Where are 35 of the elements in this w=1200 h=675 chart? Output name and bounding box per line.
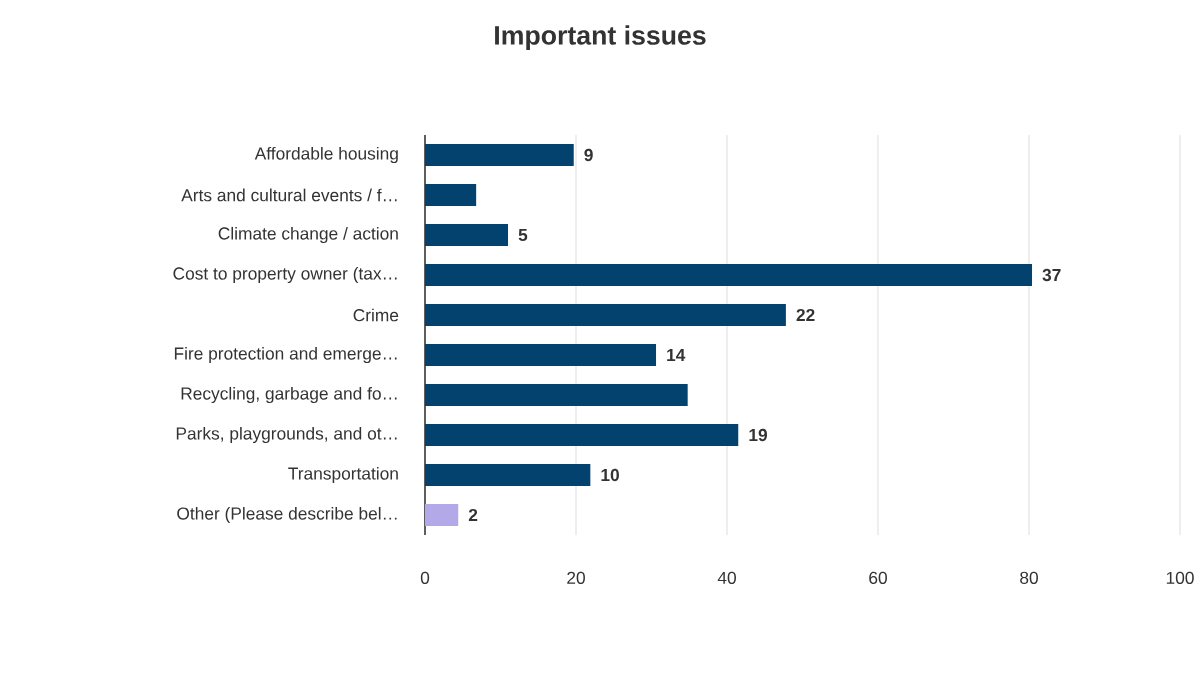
y-tick-label: Crime [353,308,399,322]
x-tick-label: 40 [717,571,736,584]
x-tick-label: 100 [1166,571,1194,584]
y-tick-label: Other (Please describe bel… [177,506,397,524]
y-tick-label: Fire protection and emerge… [174,346,397,364]
annotation: 10 [601,468,619,482]
x-tick-label: 0 [420,571,430,584]
x-tick-label: 80 [1020,571,1038,584]
chart-title: Important issues [495,25,706,51]
y-tick-label: Recycling, garbage and fo… [181,386,397,404]
y-tick-label: Transportation [288,466,398,484]
annotation: 14 [667,349,686,361]
annotation: 9 [584,148,593,162]
bar [425,184,477,206]
bar [425,504,459,527]
annotation: 19 [749,428,767,442]
annotation: 37 [1042,268,1061,282]
bar [425,264,1033,286]
y-tick-label: Affordable housing [254,146,398,164]
bar [425,224,509,246]
annotation: 5 [518,228,528,242]
x-tick-label: 20 [567,571,585,584]
bar [425,464,591,486]
bar [425,144,574,166]
bar [425,344,657,366]
y-tick-label: Climate change / action [218,226,398,244]
bar [425,384,688,406]
y-tick-label: Parks, playgrounds, and ot… [176,426,397,444]
y-tick-label: Cost to property owner (tax… [173,266,397,284]
annotation: 22 [796,308,815,322]
bar [425,424,739,446]
annotation: 2 [468,508,478,522]
y-tick-label: Arts and cultural events / f… [181,188,397,202]
bar [425,304,786,326]
x-tick-label: 60 [869,571,887,584]
